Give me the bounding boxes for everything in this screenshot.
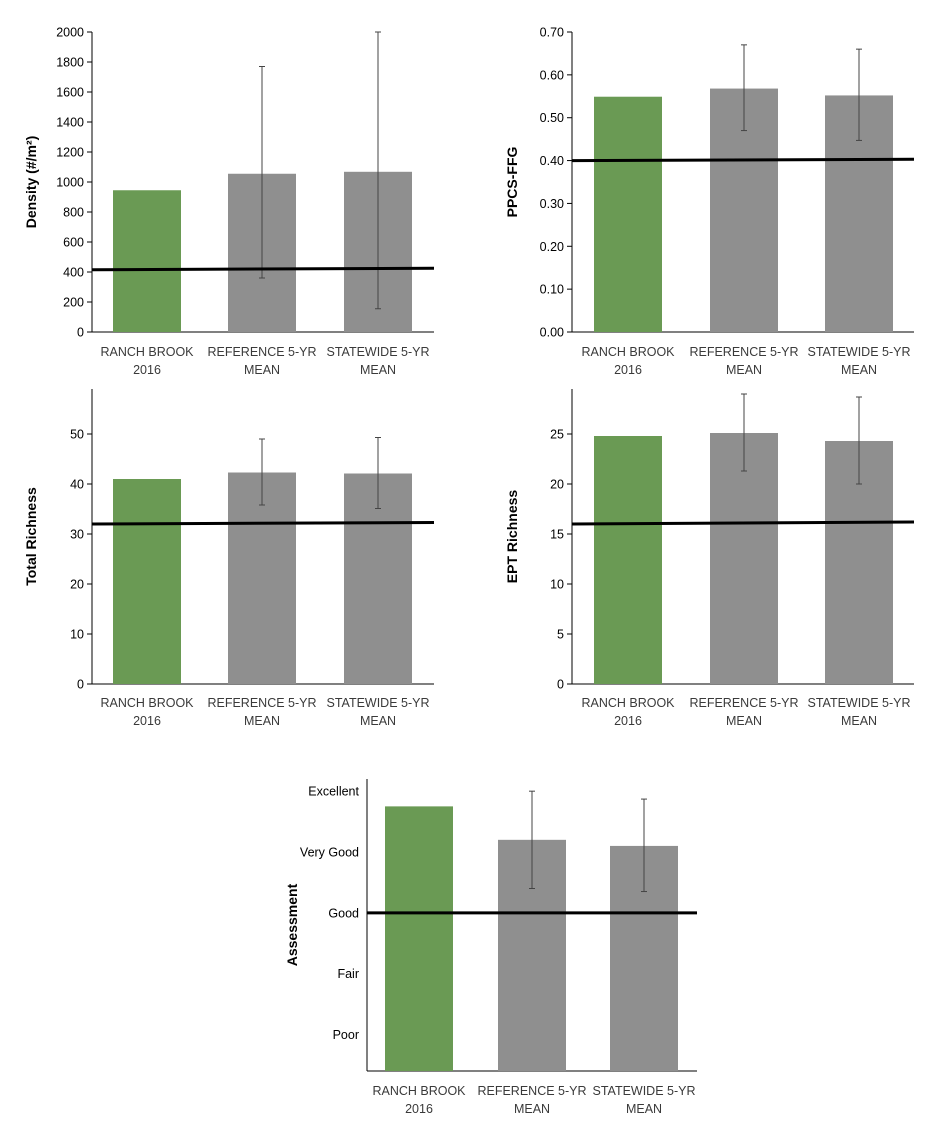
y-tick-label: Fair — [337, 967, 359, 981]
y-tick-label: Good — [328, 906, 359, 920]
y-tick-label: 20 — [550, 478, 564, 492]
y-tick-label: 0.20 — [540, 240, 564, 254]
category-label: 2016 — [405, 1102, 433, 1116]
category-label: STATEWIDE 5-YR — [326, 696, 429, 710]
category-label: STATEWIDE 5-YR — [807, 696, 910, 710]
category-label: MEAN — [726, 363, 762, 377]
category-label: RANCH BROOK — [100, 345, 194, 359]
threshold-line — [91, 266, 435, 272]
category-label: MEAN — [626, 1102, 662, 1116]
category-label: RANCH BROOK — [581, 345, 675, 359]
category-label: 2016 — [614, 363, 642, 377]
y-tick-label: 1000 — [56, 176, 84, 190]
category-label: REFERENCE 5-YR — [689, 696, 798, 710]
bar — [710, 433, 778, 684]
y-tick-label: 25 — [550, 428, 564, 442]
category-label: MEAN — [841, 363, 877, 377]
y-tick-label: 10 — [550, 578, 564, 592]
category-label: MEAN — [726, 714, 762, 728]
y-tick-label: 2000 — [56, 26, 84, 40]
category-label: MEAN — [244, 714, 280, 728]
y-tick-label: 600 — [63, 236, 84, 250]
y-axis-label: Density (#/m²) — [23, 136, 39, 229]
category-label: 2016 — [133, 363, 161, 377]
y-tick-label: 5 — [557, 628, 564, 642]
bar — [113, 190, 181, 332]
y-axis-label: PPCS-FFG — [504, 147, 520, 218]
y-tick-label: 0.40 — [540, 154, 564, 168]
category-label: MEAN — [360, 363, 396, 377]
y-tick-label: 1400 — [56, 116, 84, 130]
bar — [594, 436, 662, 684]
y-tick-label: 30 — [70, 528, 84, 542]
bar — [385, 806, 453, 1071]
bar — [113, 479, 181, 684]
category-label: MEAN — [514, 1102, 550, 1116]
y-tick-label: 0.30 — [540, 197, 564, 211]
y-tick-label: Excellent — [308, 785, 359, 799]
bar — [228, 472, 296, 684]
threshold-line — [571, 520, 915, 526]
chart-panel-1: 0 200 400 600 800 1000 1200 1400 1600 1800 2000 Den… — [23, 26, 435, 377]
category-label: MEAN — [360, 714, 396, 728]
category-label: 2016 — [614, 714, 642, 728]
chart-panel-3: 0 10 20 30 40 50 Total Richness RANCH BROOK 2016… — [23, 389, 435, 728]
y-tick-label: 0.70 — [540, 26, 564, 40]
y-tick-label: 400 — [63, 266, 84, 280]
category-label: REFERENCE 5-YR — [207, 696, 316, 710]
y-tick-label: 40 — [70, 478, 84, 492]
y-tick-label: Poor — [333, 1028, 359, 1042]
category-label: REFERENCE 5-YR — [207, 345, 316, 359]
y-tick-label: 0.00 — [540, 326, 564, 340]
y-tick-label: 10 — [70, 628, 84, 642]
y-tick-label: 200 — [63, 296, 84, 310]
y-tick-label: 800 — [63, 206, 84, 220]
bar — [594, 96, 662, 332]
category-label: REFERENCE 5-YR — [689, 345, 798, 359]
y-tick-label: Very Good — [300, 846, 359, 860]
y-tick-label: 1600 — [56, 86, 84, 100]
threshold-line — [91, 521, 435, 526]
category-label: STATEWIDE 5-YR — [592, 1084, 695, 1098]
category-label: STATEWIDE 5-YR — [807, 345, 910, 359]
category-label: MEAN — [244, 363, 280, 377]
category-label: 2016 — [133, 714, 161, 728]
chart-panel-4: 0 5 10 15 20 25 EPT Richness RANCH BROOK 2016 REF… — [504, 389, 915, 728]
category-label: RANCH BROOK — [372, 1084, 466, 1098]
category-label: RANCH BROOK — [581, 696, 675, 710]
category-label: MEAN — [841, 714, 877, 728]
category-label: STATEWIDE 5-YR — [326, 345, 429, 359]
category-label: RANCH BROOK — [100, 696, 194, 710]
y-tick-label: 0 — [557, 678, 564, 692]
y-axis-label: Total Richness — [23, 487, 39, 586]
y-tick-label: 20 — [70, 578, 84, 592]
threshold-line — [571, 157, 915, 163]
y-tick-label: 0 — [77, 326, 84, 340]
y-axis-label: EPT Richness — [504, 490, 520, 584]
y-tick-label: 15 — [550, 528, 564, 542]
y-tick-label: 0.60 — [540, 68, 564, 82]
category-label: REFERENCE 5-YR — [477, 1084, 586, 1098]
chart-panel-5: Poor Fair Good Very Good Excellent Assessment… — [284, 779, 697, 1116]
y-tick-label: 1200 — [56, 146, 84, 160]
chart-panel-2: 0.00 0.10 0.20 0.30 0.40 0.50 0.60 0.70 PPCS-FFG… — [504, 26, 915, 377]
y-tick-label: 0.50 — [540, 111, 564, 125]
y-axis-label: Assessment — [284, 883, 300, 966]
y-tick-label: 0.10 — [540, 283, 564, 297]
y-tick-label: 1800 — [56, 56, 84, 70]
y-tick-label: 0 — [77, 678, 84, 692]
y-tick-label: 50 — [70, 428, 84, 442]
